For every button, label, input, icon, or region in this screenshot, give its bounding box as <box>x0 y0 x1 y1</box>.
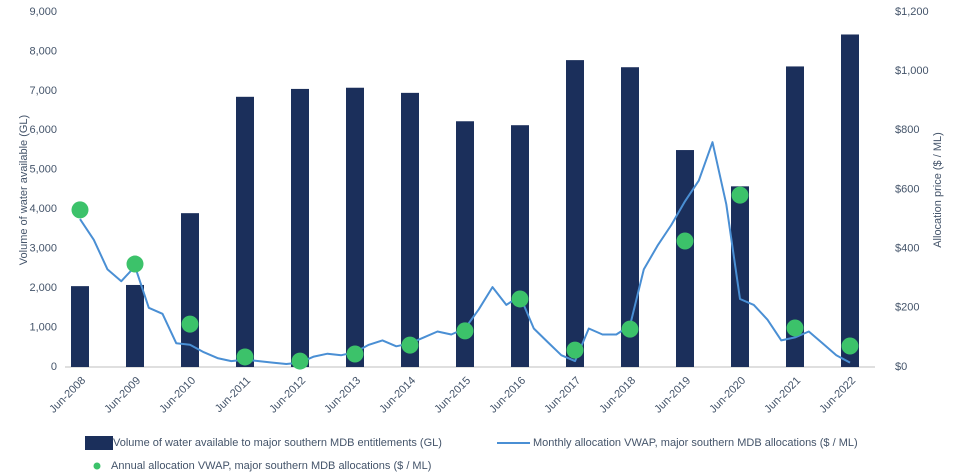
x-tick-label: Jun-2011 <box>213 375 253 415</box>
y2-tick-label: $200 <box>895 302 919 314</box>
y2-tick-label: $0 <box>895 361 907 373</box>
dot <box>291 352 309 370</box>
bar <box>291 88 309 368</box>
bar <box>71 286 89 367</box>
dot <box>676 232 694 250</box>
y-tick-label: 8,000 <box>29 45 57 57</box>
bar <box>511 125 529 367</box>
y2-tick-label: $1,000 <box>895 65 929 77</box>
bar <box>346 87 364 367</box>
y-tick-label: 2,000 <box>29 282 57 294</box>
y2-tick-label: $600 <box>895 183 919 195</box>
y-axis-title: Volume of water available (GL) <box>18 115 30 265</box>
bar <box>676 150 694 367</box>
dot <box>71 201 89 219</box>
bar <box>126 284 144 367</box>
dot <box>731 186 749 204</box>
dot <box>236 348 254 366</box>
dot <box>621 320 639 338</box>
bar <box>401 92 419 367</box>
y2-tick-label: $800 <box>895 124 919 136</box>
y-tick-label: 4,000 <box>29 203 57 215</box>
legend-label: Volume of water available to major south… <box>113 437 442 449</box>
x-tick-label: Jun-2022 <box>817 375 858 416</box>
x-tick-label: Jun-2010 <box>157 375 198 416</box>
y-tick-label: 9,000 <box>29 6 57 18</box>
dot <box>346 345 364 363</box>
x-tick-label: Jun-2015 <box>432 375 473 416</box>
x-tick-label: Jun-2012 <box>267 375 308 416</box>
legend-swatch <box>93 462 101 470</box>
dot <box>456 322 474 340</box>
y2-tick-label: $400 <box>895 243 919 255</box>
y-tick-label: 6,000 <box>29 124 57 136</box>
bar <box>841 34 859 367</box>
x-tick-label: Jun-2013 <box>322 375 363 416</box>
legend-swatch <box>85 436 113 450</box>
bar <box>731 186 749 367</box>
x-tick-label: Jun-2016 <box>487 375 528 416</box>
legend-label: Monthly allocation VWAP, major southern … <box>533 437 858 449</box>
x-tick-label: Jun-2014 <box>377 375 418 416</box>
bar <box>456 121 474 367</box>
legend-label: Annual allocation VWAP, major southern M… <box>111 460 431 472</box>
dot <box>126 255 144 273</box>
x-tick-label: Jun-2018 <box>597 375 638 416</box>
x-tick-label: Jun-2017 <box>542 375 583 416</box>
dot <box>401 336 419 354</box>
dot <box>511 290 529 308</box>
y-tick-label: 7,000 <box>29 85 57 97</box>
x-tick-label: Jun-2021 <box>762 375 803 416</box>
dot <box>566 341 584 359</box>
dot <box>181 315 199 333</box>
y-tick-label: 0 <box>51 361 57 373</box>
bar <box>621 67 639 367</box>
bar <box>236 96 254 368</box>
dot <box>841 337 859 355</box>
y-tick-label: 3,000 <box>29 243 57 255</box>
y2-tick-label: $1,200 <box>895 6 929 18</box>
y-tick-label: 1,000 <box>29 321 57 333</box>
y-tick-label: 5,000 <box>29 164 57 176</box>
bar <box>566 60 584 367</box>
x-tick-label: Jun-2009 <box>102 375 143 416</box>
x-tick-label: Jun-2020 <box>707 375 748 416</box>
dot <box>786 319 804 337</box>
bar <box>786 66 804 367</box>
x-tick-label: Jun-2019 <box>652 375 693 416</box>
y2-axis-title: Allocation price ($ / ML) <box>932 132 944 248</box>
x-tick-label: Jun-2008 <box>47 375 88 416</box>
